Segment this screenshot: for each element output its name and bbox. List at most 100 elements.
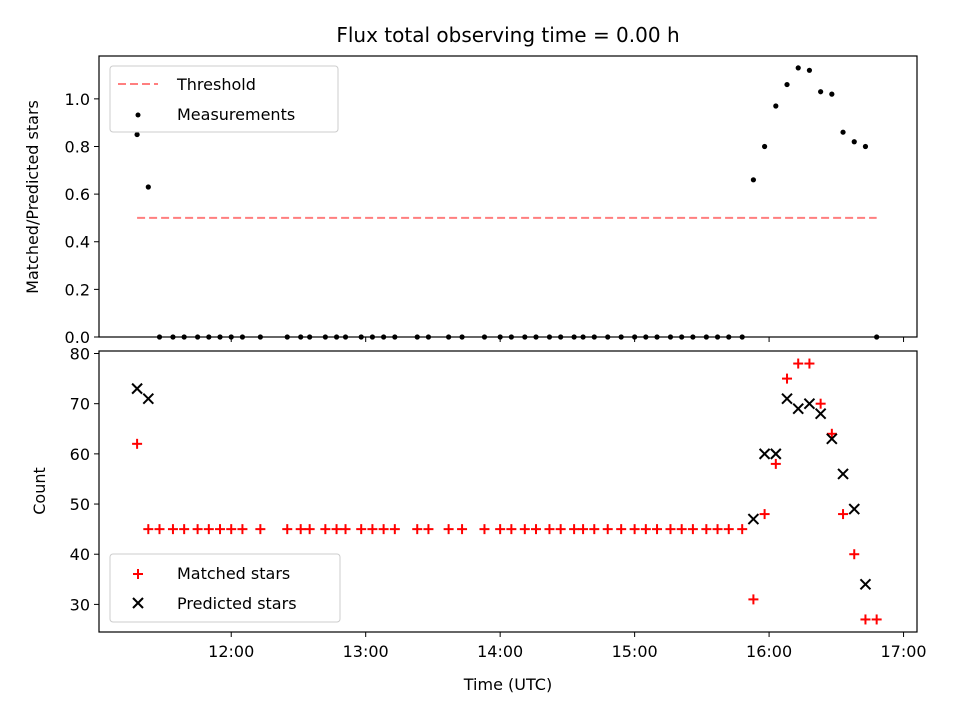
measurement-point <box>806 67 813 73</box>
top-y-axis-label: Matched/Predicted stars <box>23 100 42 294</box>
matched-point <box>389 524 400 535</box>
matched-point <box>203 524 214 535</box>
matched-point <box>132 438 143 449</box>
matched-point <box>378 524 389 535</box>
bottom-axes-frame <box>98 350 918 633</box>
top-panel: Matched/Predicted stars Threshold Measur… <box>23 55 918 347</box>
matched-point <box>629 524 640 535</box>
matched-point <box>838 509 849 520</box>
bottom-legend-box <box>109 553 341 623</box>
matched-legend-label: Matched stars <box>177 564 290 583</box>
matched-point <box>782 373 793 384</box>
matched-point <box>544 524 555 535</box>
predicted-point <box>781 392 793 405</box>
matched-point <box>143 524 154 535</box>
bottom-panel: Count Time (UTC) Matched stars Predicted… <box>30 345 927 694</box>
measurement-point <box>840 129 846 135</box>
matched-point <box>723 524 734 535</box>
matched-point <box>665 524 676 535</box>
matched-point <box>506 524 517 535</box>
matched-point <box>255 524 266 535</box>
bottom-legend: Matched stars Predicted stars <box>109 553 341 623</box>
bottom-y-tick-label: 30 <box>70 595 90 614</box>
top-y-tick-label: 0.2 <box>65 280 90 299</box>
matched-point <box>320 524 331 535</box>
predicted-point <box>848 503 860 515</box>
matched-point <box>701 524 712 535</box>
top-y-tick-label: 0.0 <box>65 328 90 347</box>
bottom-y-tick-label: 50 <box>70 495 90 514</box>
predicted-point <box>131 382 143 395</box>
predicted-point <box>837 468 849 480</box>
x-tick-label: 14:00 <box>477 642 523 661</box>
top-y-tick-label: 0.6 <box>65 185 90 204</box>
bottom-axes: 30 40 50 60 70 80 12:00 13:00 14:00 15:00 16:00 17:… <box>70 345 927 661</box>
top-y-tick-label: 1.0 <box>65 90 90 109</box>
predicted-legend-swatch <box>132 597 144 609</box>
top-axes-frame <box>98 55 918 338</box>
matched-point <box>237 524 248 535</box>
matched-point <box>495 524 506 535</box>
predicted-point <box>747 513 760 525</box>
matched-point <box>578 524 589 535</box>
top-legend-box <box>109 65 339 133</box>
series-matched-stars <box>132 358 882 625</box>
matched-point <box>423 524 434 535</box>
matched-point <box>154 524 165 535</box>
matched-point <box>531 524 542 535</box>
bottom-y-tick-label: 80 <box>70 345 90 364</box>
predicted-point <box>803 397 816 410</box>
measurement-point <box>773 103 779 109</box>
matched-point <box>770 458 781 469</box>
measurement-point <box>145 184 151 190</box>
bottom-x-axis-label: Time (UTC) <box>463 675 552 694</box>
predicted-point <box>826 433 838 445</box>
measurement-point <box>750 177 757 183</box>
matched-point <box>367 524 378 535</box>
measurement-point <box>818 89 824 95</box>
bottom-y-tick-label: 70 <box>70 395 90 414</box>
matched-point <box>304 524 315 535</box>
matched-point <box>356 524 367 535</box>
x-tick-label: 16:00 <box>746 642 792 661</box>
predicted-point <box>770 448 782 460</box>
measurement-point <box>851 139 857 145</box>
matched-point <box>687 524 698 535</box>
matched-point <box>871 614 882 625</box>
predicted-point <box>814 408 827 420</box>
matched-point <box>589 524 600 535</box>
predicted-point <box>792 402 804 415</box>
matched-point <box>555 524 566 535</box>
x-tick-label: 13:00 <box>343 642 389 661</box>
matched-point <box>712 524 723 535</box>
matched-legend-swatch <box>133 569 143 579</box>
matched-point <box>192 524 203 535</box>
measurement-point <box>762 143 768 150</box>
matched-point <box>815 398 826 409</box>
matched-point <box>849 549 860 560</box>
matched-point <box>226 524 237 535</box>
matched-point <box>737 524 748 535</box>
bottom-y-tick-label: 60 <box>70 445 90 464</box>
matched-point <box>282 524 293 535</box>
matched-point <box>340 524 351 535</box>
matched-point <box>457 524 468 535</box>
matched-point <box>295 524 306 535</box>
predicted-point <box>142 392 155 405</box>
matched-point <box>167 524 178 535</box>
x-tick-label: 12:00 <box>208 642 254 661</box>
series-predicted-stars <box>131 382 872 591</box>
matched-point <box>860 614 871 625</box>
matched-point <box>215 524 226 535</box>
matched-point <box>569 524 580 535</box>
top-y-tick-label: 0.8 <box>65 137 90 156</box>
chart-title: Flux total observing time = 0.00 h <box>336 23 679 47</box>
matched-point <box>412 524 423 535</box>
measurements-legend-swatch <box>135 112 141 118</box>
measurement-point <box>784 81 790 88</box>
matched-point <box>331 524 342 535</box>
matched-point <box>748 594 759 605</box>
measurement-point <box>134 131 140 138</box>
matched-point <box>640 524 651 535</box>
